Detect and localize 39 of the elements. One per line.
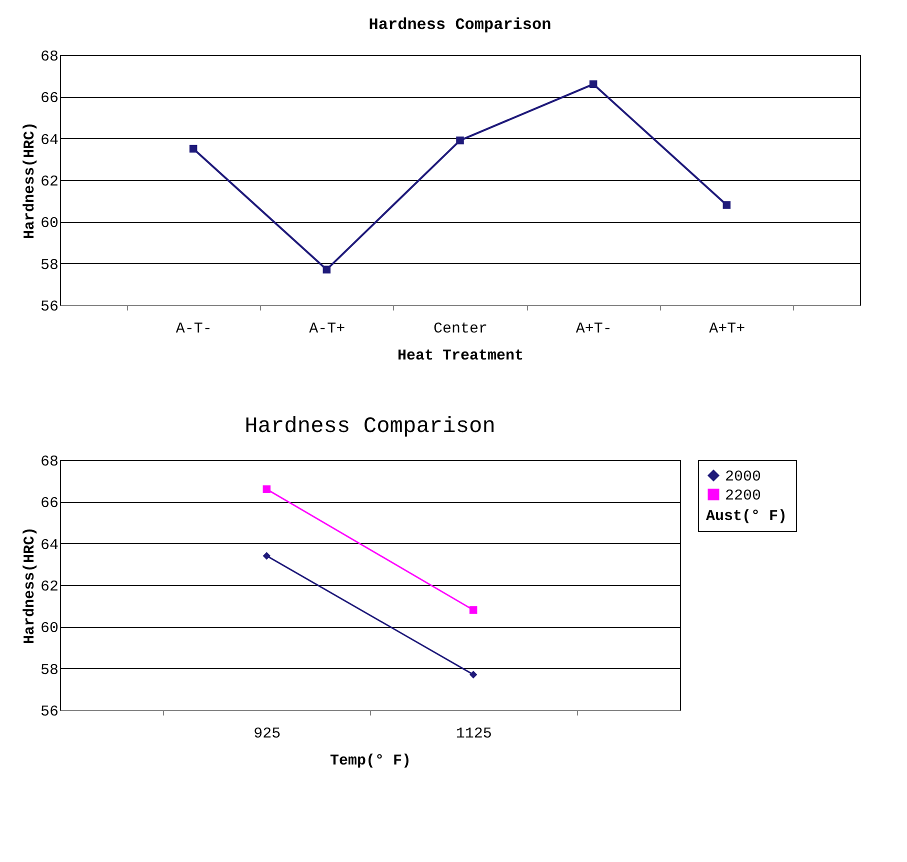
x-axis-title: Heat Treatment (397, 348, 524, 364)
point (722, 201, 731, 209)
x-tick-label: 925 (254, 726, 281, 742)
x-tick-label: A+T+ (709, 320, 746, 338)
point (469, 670, 478, 678)
y-tick-label: 56 (40, 298, 58, 316)
y-tick-label: 56 (40, 704, 58, 720)
chart-title: Hardness Comparison (368, 16, 552, 34)
point (456, 136, 464, 144)
y-axis-title: Hardness(HRC) (21, 122, 38, 240)
legend-label: 2000 (725, 468, 762, 486)
x-tick-label: 1125 (456, 726, 492, 742)
legend-title: Aust(° F) (706, 508, 788, 525)
point (589, 80, 598, 88)
point (189, 144, 198, 153)
y-tick-label: 62 (40, 174, 58, 190)
point (322, 266, 331, 274)
point (262, 485, 271, 494)
y-tick-label: 58 (40, 662, 58, 679)
y-tick-label: 66 (40, 495, 58, 512)
y-tick-label: 58 (40, 256, 58, 274)
x-axis-title: Temp(° F) (330, 752, 412, 770)
y-tick-label: 68 (40, 454, 58, 470)
point (469, 606, 478, 614)
y-tick-label: 60 (40, 620, 58, 638)
y-tick-label: 66 (40, 90, 58, 108)
legend-label: 2200 (725, 488, 762, 504)
y-tick-label: 68 (40, 48, 58, 66)
x-tick-label: A-T- (176, 320, 212, 338)
y-tick-label: 60 (40, 215, 58, 232)
chart-title: Hardness Comparison (244, 414, 496, 439)
x-tick-label: Center (433, 320, 488, 338)
x-tick-label: A+T- (576, 320, 612, 338)
y-tick-label: 64 (40, 536, 58, 554)
y-tick-label: 62 (40, 578, 58, 596)
point (262, 552, 271, 560)
y-axis-title: Hardness(HRC) (21, 526, 38, 644)
x-tick-label: A-T+ (309, 320, 346, 338)
y-tick-label: 64 (40, 132, 58, 149)
